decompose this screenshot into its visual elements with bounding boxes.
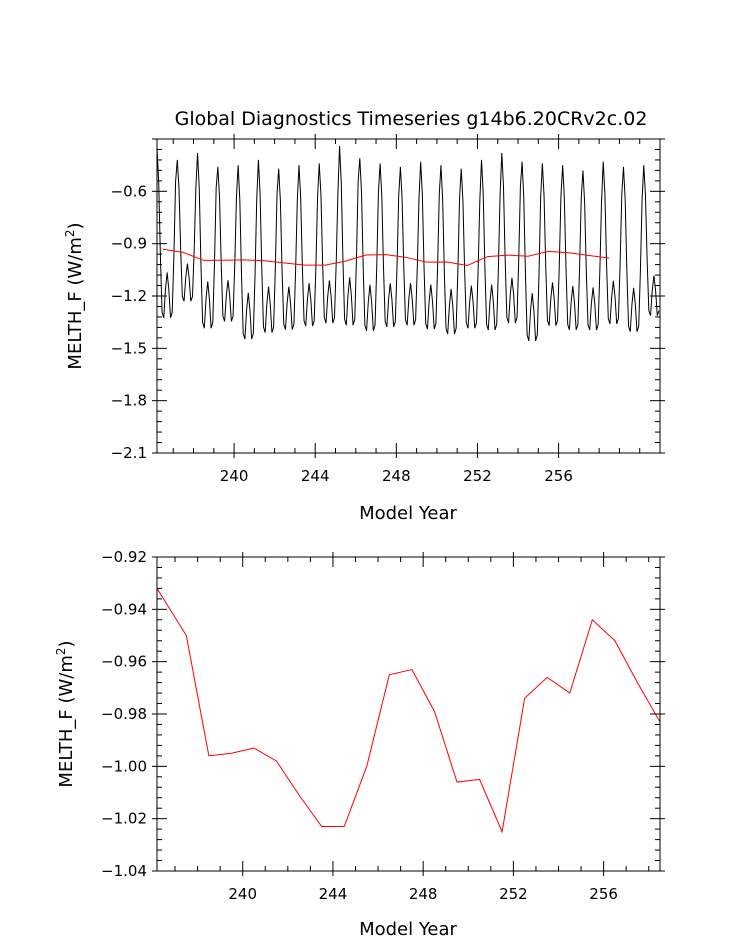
top-y-tick-label: −0.6	[111, 182, 147, 200]
bottom-y-tick-label: −0.94	[101, 600, 147, 618]
top-y-tick-label: −1.5	[111, 339, 147, 357]
bottom-y-tick-label: −1.04	[101, 862, 147, 880]
top-panel: 240 244 248 252 256−2.1−1.8−1.5−1.2−0.9−0.6 …	[63, 134, 665, 524]
top-x-tick-label: 244	[301, 467, 330, 485]
bottom-x-tick-label: 256	[589, 885, 618, 903]
bottom-x-tick-label: 244	[319, 885, 348, 903]
top-plot-frame	[156, 138, 661, 454]
bottom-y-axis-label-sup: 2	[54, 647, 68, 655]
bottom-y-tick-label: −0.98	[101, 705, 147, 723]
bottom-y-tick-label: −1.00	[101, 757, 147, 775]
top-y-axis-label-sup: 2	[63, 229, 77, 237]
top-series-line-1	[157, 145, 660, 342]
bottom-x-tick-label: 240	[228, 885, 257, 903]
bottom-plot-frame	[156, 556, 661, 872]
bottom-y-tick-label: −0.92	[101, 548, 147, 566]
top-x-tick-label: 248	[382, 467, 411, 485]
top-y-tick-label: −0.9	[111, 235, 147, 253]
bottom-x-tick-label: 252	[499, 885, 528, 903]
bottom-panel: 240 244 248 252 256 −1.04 −1.02 −1.00 −0.98 −0.96…	[54, 548, 665, 940]
bottom-x-tick-label: 248	[409, 885, 438, 903]
top-y-tick-label: −1.8	[111, 392, 147, 410]
top-x-tick-label: 240	[220, 467, 249, 485]
bottom-y-tick-label: −1.02	[101, 810, 147, 828]
top-x-axis-label: Model Year	[359, 503, 457, 524]
top-x-tick-label: 252	[463, 467, 492, 485]
top-series-line-2	[163, 248, 610, 266]
bottom-y-tick-label: −0.96	[101, 653, 147, 671]
chart-title: Global Diagnostics Timeseries g14b6.20CR…	[175, 108, 648, 130]
bottom-y-axis-label: MELTH_F (W/m2)	[54, 640, 77, 787]
top-y-tick-label: −1.2	[111, 287, 147, 305]
bottom-series-line-1	[157, 588, 660, 834]
top-x-tick-label: 256	[544, 467, 573, 485]
bottom-x-axis-label: Model Year	[359, 919, 457, 940]
top-y-axis-label: MELTH_F (W/m2)	[63, 222, 86, 369]
top-y-tick-label: −2.1	[111, 444, 147, 462]
